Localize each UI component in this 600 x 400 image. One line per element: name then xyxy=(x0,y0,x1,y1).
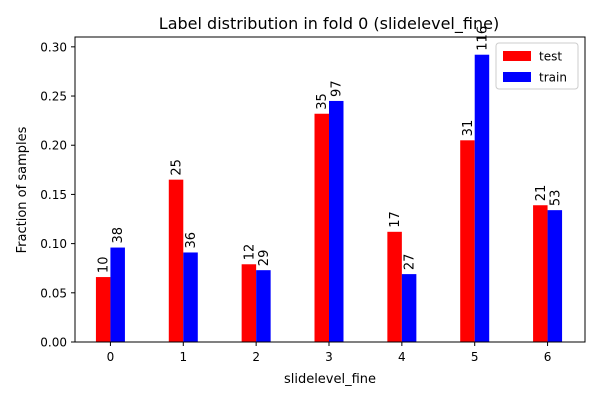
data-label-test-5: 31 xyxy=(461,120,476,137)
plot-frame xyxy=(74,36,586,343)
data-label-train-3: 97 xyxy=(330,80,345,97)
data-label-train-0: 38 xyxy=(111,227,126,244)
bar-train-3 xyxy=(329,100,344,342)
x-tick-label-4: 4 xyxy=(398,350,406,364)
y-tick-label-0.15: 0.15 xyxy=(40,188,67,202)
x-tick-label-5: 5 xyxy=(471,350,479,364)
bar-test-1 xyxy=(168,179,184,342)
legend-label-train: train xyxy=(539,71,567,85)
bar-train-6 xyxy=(547,210,563,342)
bar-test-6 xyxy=(533,205,548,342)
y-tick-label-0.20: 0.20 xyxy=(40,139,67,153)
bar-test-2 xyxy=(241,264,257,342)
legend-swatch-train xyxy=(503,72,531,82)
y-tick-label-0.30: 0.30 xyxy=(40,40,67,54)
legend-swatch-test xyxy=(503,51,531,61)
data-label-train-6: 53 xyxy=(548,190,563,207)
data-label-test-2: 12 xyxy=(242,244,257,261)
data-label-train-5: 116 xyxy=(475,26,490,51)
plot-area: 10 25 12 35 17 31 21 38 36 29 97 27 116 53 xyxy=(95,26,563,343)
data-label-train-2: 29 xyxy=(257,250,272,267)
x-axis: 0 1 2 3 4 5 6 xyxy=(107,342,552,364)
y-tick-label-0.10: 0.10 xyxy=(40,237,67,251)
legend-label-test: test xyxy=(539,50,562,64)
bar-train-1 xyxy=(183,252,198,342)
data-label-train-1: 36 xyxy=(184,232,199,249)
bar-test-4 xyxy=(387,231,402,342)
y-axis: 0.00 0.05 0.10 0.15 0.20 0.25 0.30 xyxy=(40,40,75,350)
data-label-train-4: 27 xyxy=(403,254,418,271)
bar-train-2 xyxy=(256,270,271,342)
y-tick-label-0.25: 0.25 xyxy=(40,90,67,104)
y-tick-label-0.05: 0.05 xyxy=(40,286,67,300)
data-label-test-4: 17 xyxy=(388,211,403,228)
data-label-test-6: 21 xyxy=(534,185,549,202)
x-tick-label-0: 0 xyxy=(107,350,115,364)
bar-test-3 xyxy=(314,113,329,343)
x-tick-label-1: 1 xyxy=(179,350,187,364)
data-label-test-3: 35 xyxy=(315,93,330,110)
bar-test-5 xyxy=(460,140,475,342)
bar-test-0 xyxy=(95,277,111,342)
data-label-test-0: 10 xyxy=(97,257,112,274)
y-axis-label: Fraction of samples xyxy=(15,126,30,253)
x-axis-label: slidelevel_fine xyxy=(284,372,376,387)
data-label-test-1: 25 xyxy=(170,159,185,176)
x-tick-label-2: 2 xyxy=(252,350,260,364)
bar-train-4 xyxy=(401,274,417,342)
bar-train-0 xyxy=(110,247,125,342)
y-tick-label-0.00: 0.00 xyxy=(40,336,67,350)
x-tick-label-3: 3 xyxy=(325,350,333,364)
legend: test train xyxy=(495,42,579,90)
x-tick-label-6: 6 xyxy=(544,350,552,364)
chart-title: Label distribution in fold 0 (slidelevel… xyxy=(159,14,499,34)
bar-train-5 xyxy=(474,54,490,343)
